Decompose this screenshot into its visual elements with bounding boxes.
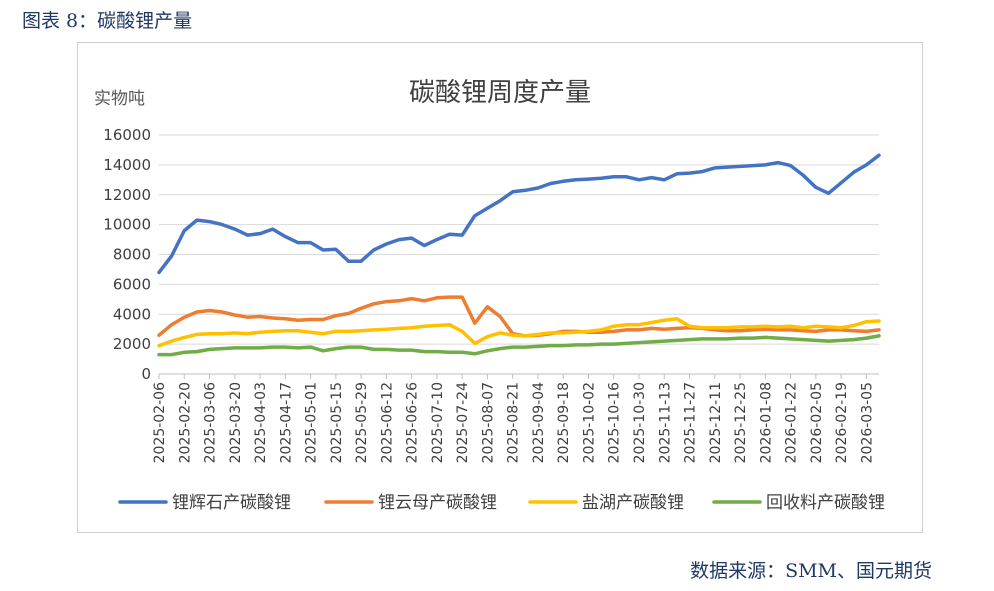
x-tick-label: 2026-02-05 [809,382,825,463]
x-tick-label: 2025-07-24 [455,382,471,463]
legend-label-3: 盐湖产碳酸锂 [582,493,684,513]
y-tick-label: 14000 [103,156,151,174]
y-axis-label: 实物吨 [94,89,145,109]
legend-label-2: 锂云母产碳酸锂 [378,493,497,513]
x-tick-label: 2025-11-13 [657,382,673,463]
y-tick-label: 0 [141,365,151,383]
chart-title: 碳酸锂周度产量 [409,78,591,108]
x-tick-label: 2025-02-06 [152,382,168,463]
x-tick-label: 2025-03-20 [228,382,244,463]
x-tick-label: 2025-08-07 [480,382,496,463]
x-tick-label: 2026-02-19 [834,382,850,463]
line-chart: 碳酸锂周度产量 实物吨 0 2000 4000 6000 8000 10000 12000 1… [94,78,885,513]
y-tick-label: 6000 [113,275,151,293]
series-line-3 [157,316,881,348]
data-source: 数据来源：SMM、国元期货 [690,560,932,582]
x-tick-label: 2025-07-10 [430,382,446,463]
y-tick-label: 2000 [113,335,151,353]
x-tick-label: 2025-09-04 [531,382,547,463]
x-tick-label: 2025-06-12 [379,382,395,463]
x-tick-label: 2025-05-01 [304,382,320,463]
y-tick-label: 8000 [113,246,151,264]
x-tick-label: 2025-06-26 [405,382,421,463]
x-tick-label: 2025-10-30 [632,382,648,463]
chart-frame: 碳酸锂周度产量 实物吨 0 2000 4000 6000 8000 10000 12000 1… [77,42,923,533]
x-tick-label: 2025-12-11 [708,382,724,463]
x-tick-label: 2025-05-15 [329,382,345,463]
legend-label-1: 锂辉石产碳酸锂 [172,493,291,513]
legend-label-4: 回收料产碳酸锂 [766,493,885,513]
x-tick-label: 2025-09-18 [556,382,572,463]
series-line-1 [157,153,881,275]
x-tick-label: 2025-10-02 [581,382,597,463]
x-tick-label: 2025-04-03 [253,382,269,463]
x-tick-label: 2025-12-25 [733,382,749,463]
y-tick-label: 16000 [103,126,151,144]
x-tick-label: 2026-03-05 [859,382,875,463]
y-tick-label: 4000 [113,305,151,323]
x-tick-label: 2025-08-21 [506,382,522,463]
series-line-4 [157,334,881,357]
x-tick-label: 2025-04-17 [278,382,294,463]
x-tick-label: 2025-02-20 [177,382,193,463]
x-tick-label: 2026-01-08 [758,382,774,463]
figure-caption: 图表 8：碳酸锂产量 [22,10,193,32]
x-tick-label: 2026-01-22 [784,382,800,463]
y-tick-label: 10000 [103,216,151,234]
x-tick-label: 2025-05-29 [354,382,370,463]
x-tick-label: 2025-11-27 [683,382,699,463]
x-tick-label: 2025-10-16 [607,382,623,463]
x-tick-label: 2025-03-06 [203,382,219,463]
y-tick-label: 12000 [103,186,151,204]
